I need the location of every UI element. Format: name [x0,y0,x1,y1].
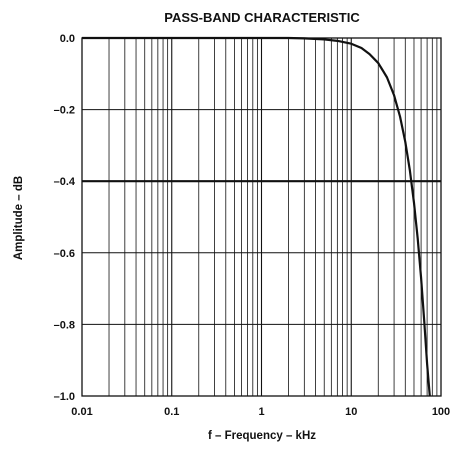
tick-labels: 0.01 0.1 1 10 100 0.0 –0.2 –0.4 –0.6 –0.8 –1.0 [54,33,451,418]
x-tick-label: 100 [432,406,450,418]
series-line [82,36,431,397]
y-tick-label: –1.0 [54,391,75,403]
y-axis-label: Amplitude – dB [13,176,25,260]
chart-title: PASS-BAND CHARACTERISTIC [164,10,360,25]
y-tick-label: –0.2 [54,105,75,117]
y-tick-label: 0.0 [60,33,75,45]
x-tick-label: 0.1 [164,406,179,418]
x-axis-label: f – Frequency – kHz [208,430,316,442]
grid [82,38,441,396]
x-tick-label: 1 [258,406,264,418]
y-tick-label: –0.4 [54,176,76,188]
x-tick-label: 10 [345,406,357,418]
plot-frame [81,37,442,397]
x-tick-label: 0.01 [71,406,92,418]
y-tick-label: –0.6 [54,248,75,260]
y-tick-label: –0.8 [54,319,75,331]
series-layer [82,36,431,397]
